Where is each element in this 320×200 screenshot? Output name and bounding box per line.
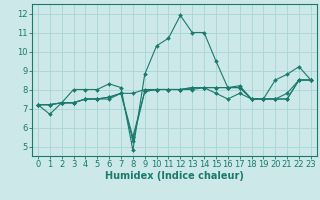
X-axis label: Humidex (Indice chaleur): Humidex (Indice chaleur) xyxy=(105,171,244,181)
